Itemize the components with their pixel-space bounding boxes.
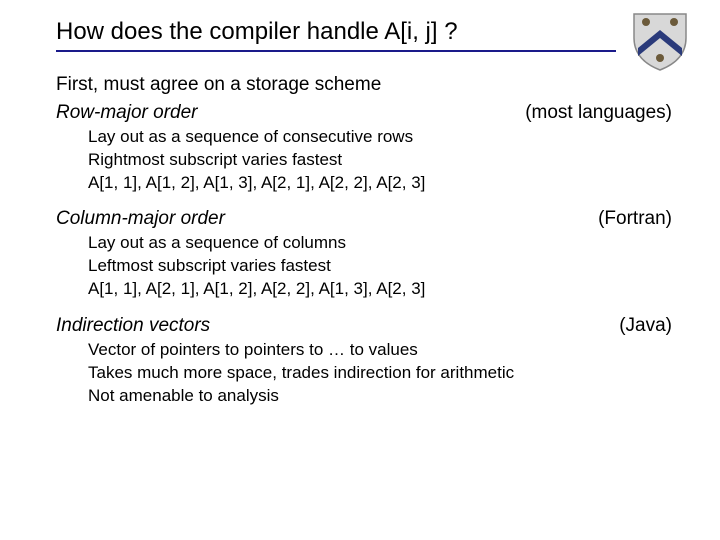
section-sub-block: Vector of pointers to pointers to … to v…: [56, 339, 672, 408]
section-heading: Column-major order: [56, 208, 225, 230]
section-note: (most languages): [525, 102, 672, 124]
intro-line: First, must agree on a storage scheme: [56, 72, 672, 98]
section-note: (Java): [619, 315, 672, 337]
sub-line: A[1, 1], A[2, 1], A[1, 2], A[2, 2], A[1,…: [88, 278, 672, 301]
section-row: Indirection vectors (Java): [56, 315, 672, 337]
sub-line: Vector of pointers to pointers to … to v…: [88, 339, 672, 362]
slide-title: How does the compiler handle A[i, j] ?: [56, 18, 616, 52]
section-sub-block: Lay out as a sequence of columns Leftmos…: [56, 232, 672, 301]
section-heading: Indirection vectors: [56, 315, 210, 337]
section-heading: Row-major order: [56, 102, 197, 124]
sub-line: Not amenable to analysis: [88, 385, 672, 408]
section-row: Row-major order (most languages): [56, 102, 672, 124]
sub-line: A[1, 1], A[1, 2], A[1, 3], A[2, 1], A[2,…: [88, 172, 672, 195]
sub-line: Rightmost subscript varies fastest: [88, 149, 672, 172]
sub-line: Leftmost subscript varies fastest: [88, 255, 672, 278]
sub-line: Takes much more space, trades indirectio…: [88, 362, 672, 385]
university-crest-icon: [630, 8, 690, 72]
section-note: (Fortran): [598, 208, 672, 230]
sub-line: Lay out as a sequence of columns: [88, 232, 672, 255]
section-row: Column-major order (Fortran): [56, 208, 672, 230]
sub-line: Lay out as a sequence of consecutive row…: [88, 126, 672, 149]
section-sub-block: Lay out as a sequence of consecutive row…: [56, 126, 672, 195]
